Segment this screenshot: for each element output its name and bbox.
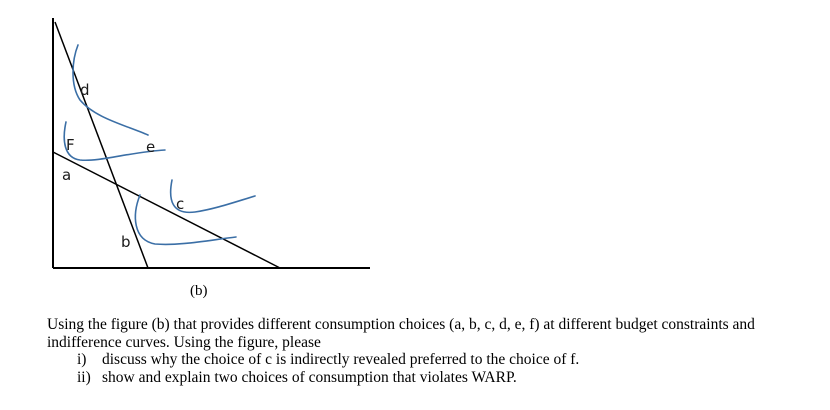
indifference-curve xyxy=(169,179,256,214)
indifference-curve xyxy=(134,194,237,246)
point-label: e xyxy=(146,138,155,156)
question-item: i) discuss why the choice of c is indire… xyxy=(47,351,772,369)
item-text: discuss why the choice of c is indirectl… xyxy=(102,351,580,368)
point-label: F xyxy=(66,136,75,154)
point-label: d xyxy=(80,81,90,99)
point-label: c xyxy=(176,195,184,213)
point-label: a xyxy=(62,166,71,184)
budget-line xyxy=(52,151,281,269)
budget-line xyxy=(54,21,149,269)
question-intro: Using the figure (b) that provides diffe… xyxy=(47,316,755,351)
figure-caption: (b) xyxy=(190,283,208,299)
item-text: show and explain two choices of consumpt… xyxy=(102,368,517,386)
question-item: ii) show and explain two choices of cons… xyxy=(47,369,772,387)
question: Using the figure (b) that provides diffe… xyxy=(47,316,772,386)
indifference-curve xyxy=(63,121,166,162)
figure: d F e a c b (b) xyxy=(52,18,370,299)
point-label: b xyxy=(121,233,131,251)
item-marker: ii) xyxy=(77,368,91,386)
item-marker: i) xyxy=(77,351,87,368)
indifference-curve xyxy=(72,44,149,136)
